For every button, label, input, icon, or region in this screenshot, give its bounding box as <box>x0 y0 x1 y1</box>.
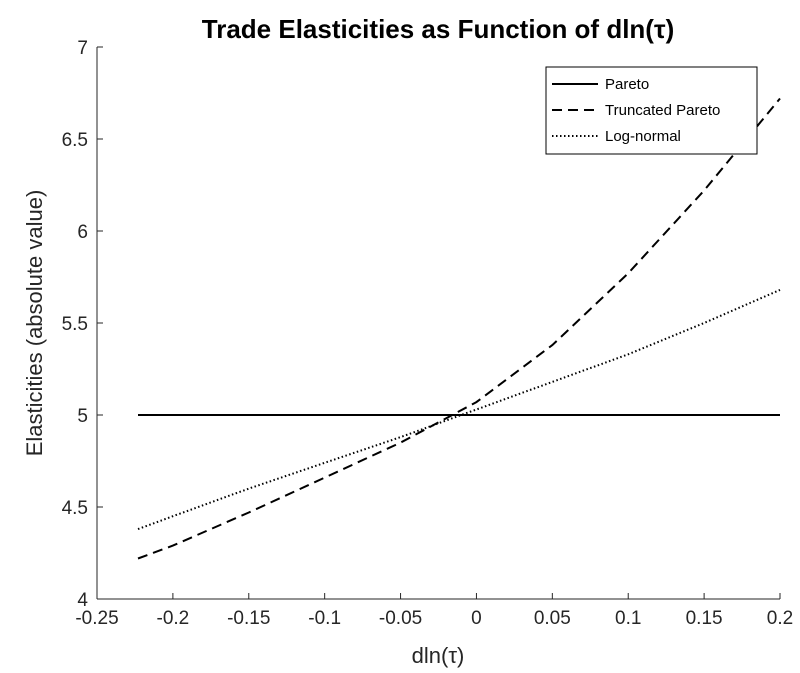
legend-label: Pareto <box>605 76 649 93</box>
legend-label: Log-normal <box>605 128 681 145</box>
x-tick-label: -0.1 <box>308 608 341 629</box>
series-layer <box>137 97 781 560</box>
x-tick-label: -0.05 <box>379 608 422 629</box>
y-tick-label: 7 <box>77 38 88 59</box>
legend-label: Truncated Pareto <box>605 102 720 119</box>
x-tick-label: -0.25 <box>75 608 118 629</box>
y-tick-label: 4 <box>77 590 88 611</box>
y-axis-label: Elasticities (absolute value) <box>22 190 47 457</box>
y-tick-label: 6.5 <box>62 130 88 151</box>
x-tick-label: 0 <box>471 608 482 629</box>
x-axis-label: dln(τ) <box>412 643 465 668</box>
y-tick-label: 5.5 <box>62 314 88 335</box>
y-tick-label: 4.5 <box>62 498 88 519</box>
legend-box <box>545 66 758 155</box>
series-line-truncated-pareto <box>137 97 781 560</box>
x-tick-label: 0.2 <box>767 608 793 629</box>
legend: Pareto Truncated Pareto Log-normal <box>545 66 758 155</box>
x-tick-label: 0.15 <box>686 608 723 629</box>
x-tick-label: -0.15 <box>227 608 270 629</box>
x-tick-label: 0.1 <box>615 608 641 629</box>
y-tick-label: 6 <box>77 222 88 243</box>
x-tick-label: 0.05 <box>534 608 571 629</box>
x-tick-label: -0.2 <box>157 608 190 629</box>
chart-title: Trade Elasticities as Function of dln(τ) <box>202 14 674 44</box>
y-tick-label: 5 <box>77 406 88 427</box>
axes: -0.25 -0.2 -0.15 -0.1 -0.05 0 0.05 0.1 0.15 0.2 4 4… <box>62 38 794 629</box>
